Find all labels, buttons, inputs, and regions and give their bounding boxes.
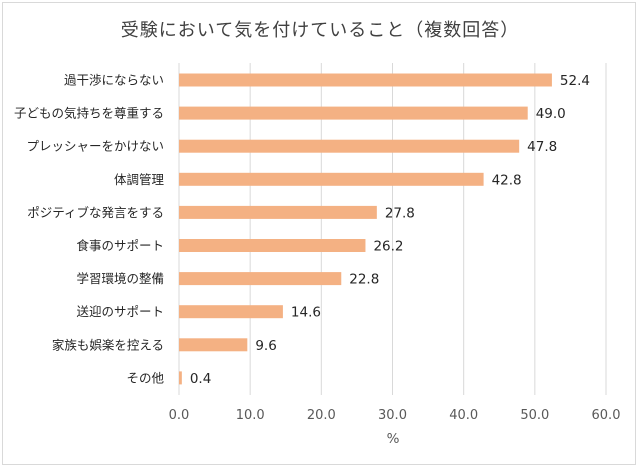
value-label: 0.4 (190, 371, 211, 387)
category-label: ポジティブな発言をする (27, 205, 164, 220)
category-label: その他 (126, 370, 164, 385)
x-tick-label: 40.0 (449, 408, 478, 423)
value-label: 49.0 (536, 106, 566, 122)
value-label: 47.8 (527, 139, 557, 155)
value-label: 26.2 (373, 239, 403, 255)
value-label: 9.6 (255, 338, 276, 354)
value-labels: 52.4 49.0 47.8 42.8 27.8 26.2 22.8 14.6 9.6 0.4 (190, 73, 590, 387)
category-label: 家族も娯楽を控える (52, 337, 164, 352)
bar (179, 205, 377, 219)
category-label: 学習環境の整備 (76, 271, 164, 286)
bar (179, 139, 520, 153)
value-label: 52.4 (560, 73, 590, 89)
bar (179, 106, 528, 120)
chart-title: 受験において気を付けていること（複数回答） (120, 20, 520, 41)
bar (179, 272, 342, 286)
x-axis-label: % (387, 431, 400, 447)
bar (179, 371, 182, 385)
x-tick-label: 60.0 (592, 408, 621, 423)
x-tick-label: 0.0 (169, 408, 190, 423)
value-label: 42.8 (492, 172, 522, 188)
bar (179, 305, 283, 319)
category-label: 体調管理 (114, 172, 165, 187)
category-labels: 過干渉にならない子どもの気持ちを尊重するプレッシャーをかけない体調管理ポジティブ… (14, 73, 165, 386)
bar (179, 338, 248, 352)
bar (179, 73, 552, 87)
category-label: 送迎のサポート (76, 304, 164, 319)
value-label: 14.6 (291, 305, 321, 321)
chart-frame (2, 2, 636, 465)
category-label: 子どもの気持ちを尊重する (14, 106, 164, 121)
bar (179, 239, 366, 252)
x-tick-label: 50.0 (520, 408, 549, 423)
x-tick-label: 30.0 (378, 408, 407, 423)
value-label: 27.8 (385, 205, 415, 221)
category-label: 過干渉にならない (64, 73, 164, 88)
bars (179, 73, 552, 385)
category-label: プレッシャーをかけない (26, 139, 164, 154)
x-tick-labels: 0.0 10.0 20.0 30.0 40.0 50.0 60.0 (169, 408, 621, 423)
bar (179, 172, 484, 186)
value-label: 22.8 (349, 272, 379, 288)
category-label: 食事のサポート (76, 238, 164, 253)
x-tick-label: 20.0 (307, 408, 336, 423)
x-tick-label: 10.0 (236, 408, 265, 423)
